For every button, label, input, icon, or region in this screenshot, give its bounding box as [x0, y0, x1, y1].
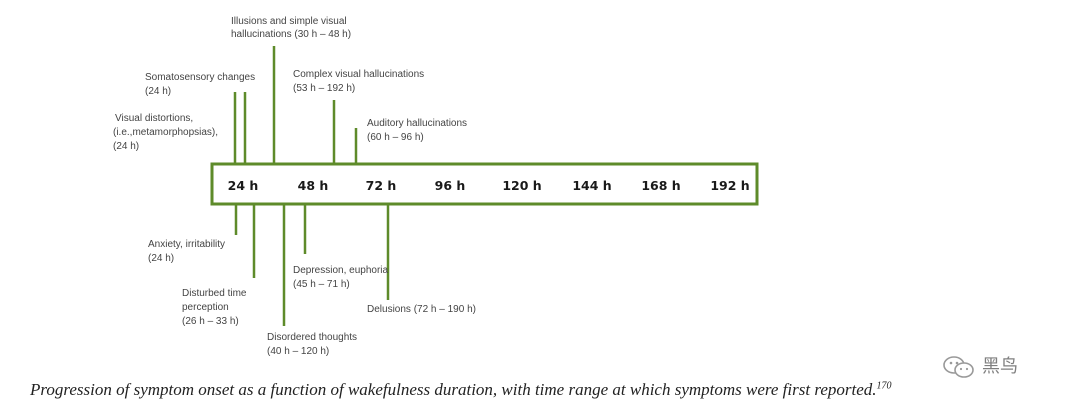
tick-label: 120 h: [502, 178, 541, 193]
caption-reference: 170: [876, 380, 892, 392]
label-anxiety: Anxiety, irritability (24 h): [148, 239, 228, 264]
label-complex-visual: Complex visual hallucinations (53 h – 19…: [293, 69, 427, 94]
label-somatosensory: Somatosensory changes (24 h): [145, 72, 258, 97]
label-illusions: Illusions and simple visual hallucinatio…: [231, 16, 351, 40]
label-auditory: Auditory hallucinations (60 h – 96 h): [367, 118, 470, 143]
watermark-text: 黑鸟: [982, 356, 1018, 377]
tick-label: 144 h: [572, 178, 611, 193]
timeline-bar: [210, 162, 759, 206]
tick-label: 48 h: [298, 178, 329, 193]
connector-lines: [233, 46, 390, 326]
tick-label: 24 h: [228, 178, 259, 193]
labels-below: Anxiety, irritability (24 h) Disturbed t…: [148, 239, 476, 357]
label-visual-distortions: Visual distortions, (i.e.,metamorphopsia…: [113, 113, 221, 152]
labels-above: Illusions and simple visual hallucinatio…: [113, 16, 470, 152]
tick-label: 72 h: [366, 178, 397, 193]
figure-caption: Progression of symptom onset as a functi…: [30, 380, 892, 400]
label-disordered-thoughts: Disordered thoughts (40 h – 120 h): [267, 332, 360, 357]
timeline-ticks: 24 h 48 h 72 h 96 h 120 h 144 h 168 h 19…: [228, 178, 750, 193]
wechat-icon: [943, 356, 974, 378]
watermark: 黑鸟: [942, 352, 1018, 379]
tick-label: 96 h: [435, 178, 466, 193]
label-disturbed-time: Disturbed time perception (26 h – 33 h): [182, 288, 249, 327]
label-depression: Depression, euphoria (45 h – 71 h): [293, 265, 391, 290]
label-delusions: Delusions (72 h – 190 h): [367, 304, 476, 315]
caption-text: Progression of symptom onset as a functi…: [30, 380, 877, 399]
tick-label: 168 h: [641, 178, 680, 193]
tick-label: 192 h: [710, 178, 749, 193]
